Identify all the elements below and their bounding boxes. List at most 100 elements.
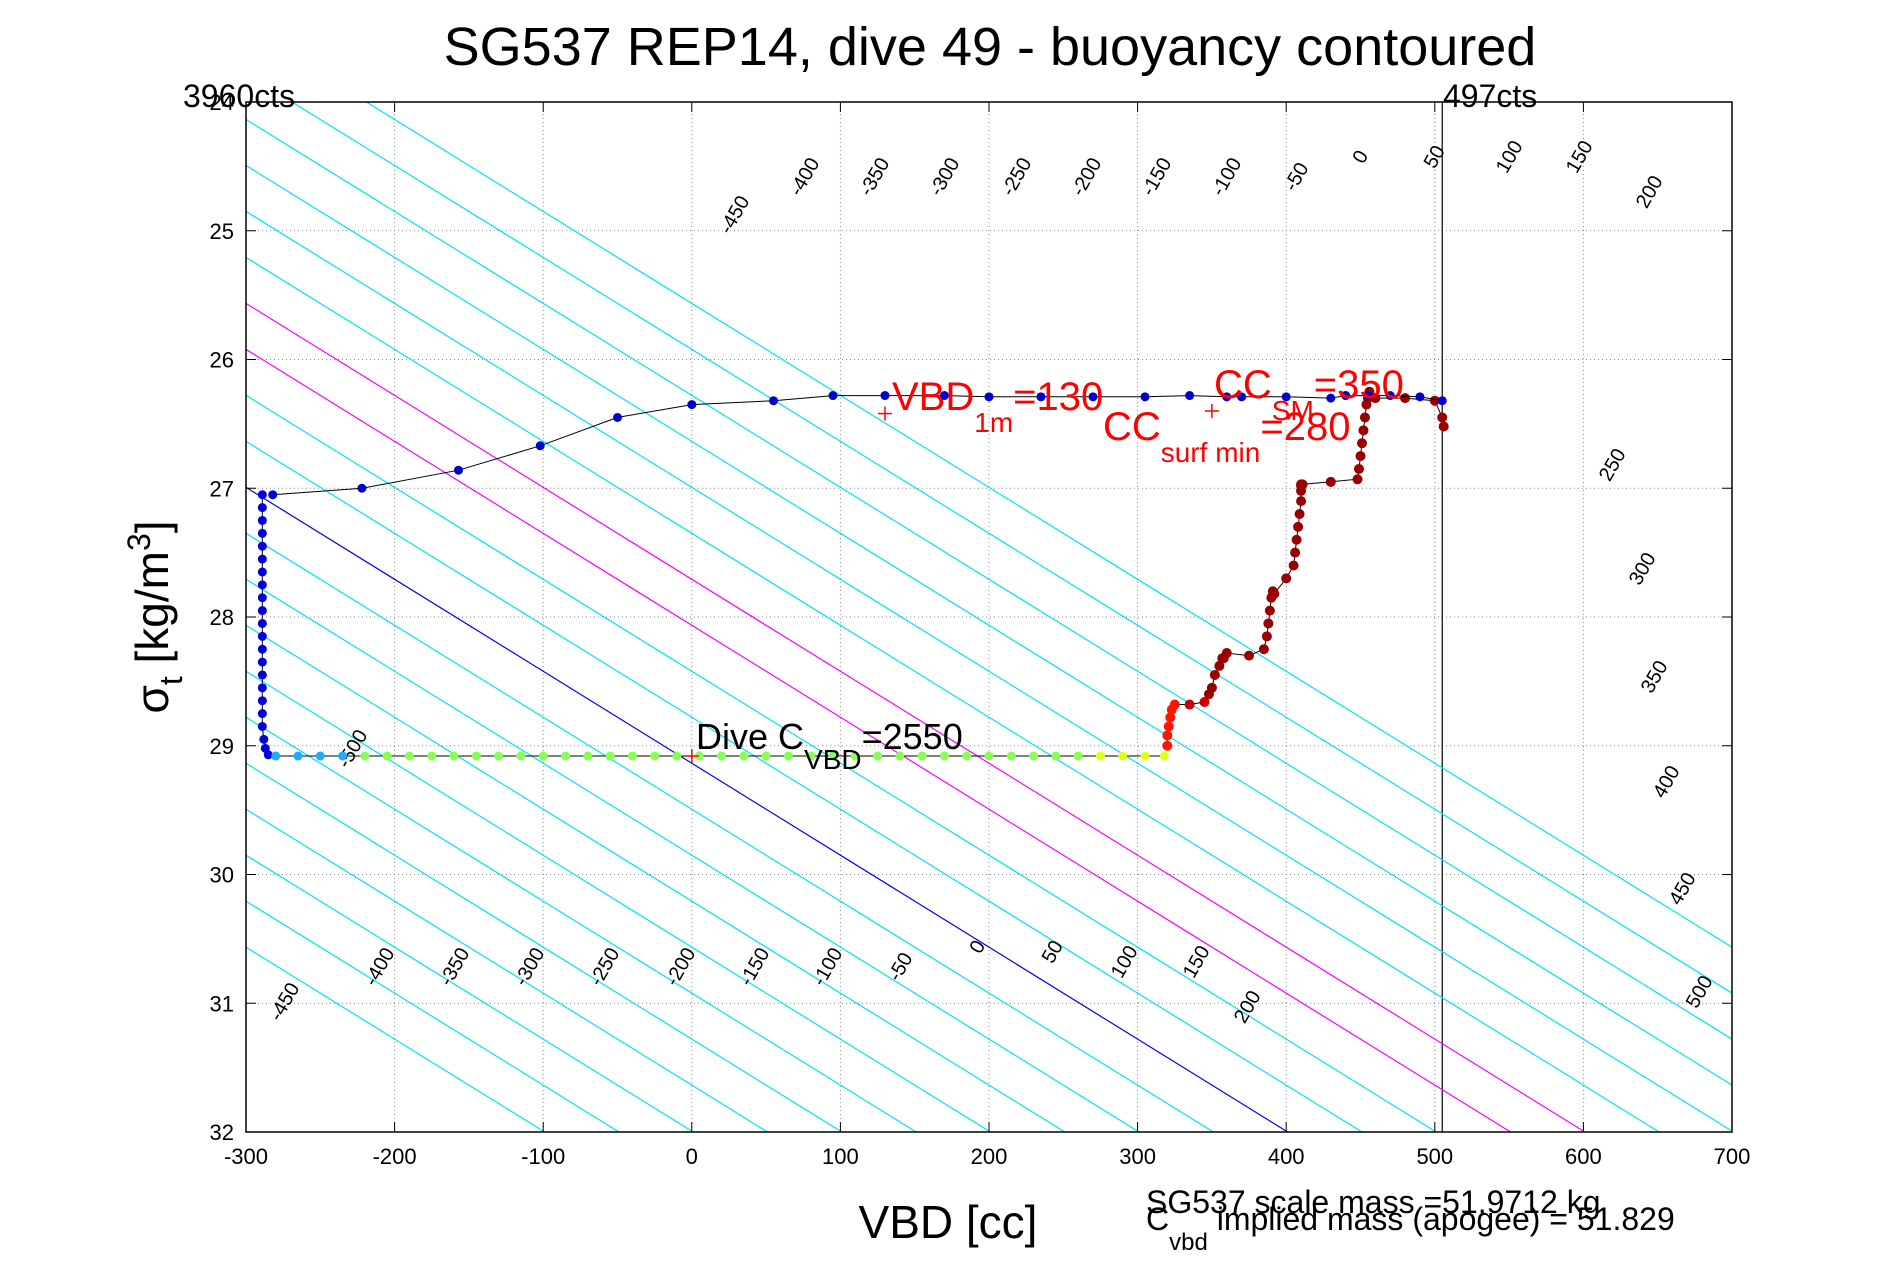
data-point: [538, 751, 548, 761]
data-point: [1438, 421, 1449, 432]
data-point: [257, 515, 267, 525]
contour-label-bottom: 200: [1230, 987, 1266, 1027]
data-point: [1006, 751, 1016, 761]
plot-frame: [245, 101, 1733, 1133]
data-point: [257, 606, 267, 616]
implied-mass-value: implied mass (apogee) = 51.829: [1208, 1201, 1675, 1237]
data-point: [1294, 509, 1305, 519]
contour-label-right: 500: [1682, 972, 1718, 1012]
implied-mass-base: C: [1146, 1201, 1169, 1237]
contour-line: [246, 394, 1437, 1132]
y-tick-label: 30: [210, 863, 234, 888]
data-point: [453, 465, 463, 475]
x-tick-label: -300: [224, 1144, 268, 1169]
contour-labels: -450-400 -350 -300 -250 -200 -150 -100 -500 50 10…: [265, 137, 1717, 1027]
contour-label-bottom: -50: [884, 949, 918, 985]
data-point: [257, 631, 267, 641]
data-point: [613, 412, 622, 422]
data-point: [494, 751, 504, 761]
data-point: [1326, 393, 1336, 403]
contour-label-bottom: -150: [735, 944, 774, 990]
data-point: [1036, 392, 1046, 402]
data-point: [1385, 391, 1395, 401]
data-point: [761, 751, 771, 761]
contour-label-top: -50: [1280, 159, 1314, 195]
data-point: [717, 751, 727, 761]
data-point: [257, 709, 267, 719]
data-point: [627, 751, 637, 761]
data-point: [1263, 618, 1274, 629]
data-point: [1118, 751, 1128, 761]
contour-line: [246, 946, 546, 1132]
data-point: [427, 751, 437, 761]
y-tick-label: 29: [210, 734, 234, 759]
data-point: [257, 554, 267, 564]
x-tick-label: 500: [1416, 1144, 1453, 1169]
annotation-dive-cvbd: Dive CVBD=2550: [696, 716, 963, 775]
contour-label-top: -100: [1207, 154, 1246, 200]
x-tick-label: -200: [373, 1144, 417, 1169]
annotation-implied-mass: Cvbd implied mass (apogee) = 51.829: [1146, 1201, 1675, 1256]
data-point: [605, 751, 615, 761]
data-point: [1281, 392, 1291, 402]
series-line: [261, 494, 269, 756]
data-point: [449, 751, 459, 761]
data-point: [939, 751, 949, 761]
data-point: [360, 751, 370, 761]
data-point: [1354, 463, 1365, 474]
data-point: [1140, 392, 1150, 402]
vbd-1m-value: =130: [1013, 375, 1103, 419]
contour-line: [246, 762, 843, 1132]
data-point: [1358, 425, 1369, 436]
data-point: [769, 396, 779, 406]
data-point: [783, 751, 793, 761]
contour-line: [246, 210, 1732, 1132]
data-point: [1264, 605, 1275, 616]
contour-label-bottom: -400: [360, 944, 399, 990]
data-point: [257, 528, 267, 538]
cc-sm-base: CC: [1214, 363, 1272, 407]
contour-label-right: 350: [1637, 657, 1673, 697]
data-point: [560, 751, 570, 761]
axis-ticks: -300 -200 -100 0 100 200 300 400 500 600 700252627…: [210, 90, 1751, 1169]
contour-label-top: 0: [1348, 147, 1373, 168]
x-axis-label: VBD [cc]: [859, 1196, 1038, 1248]
data-point: [1088, 392, 1098, 402]
y-tick-label: 27: [210, 476, 234, 501]
data-point: [1352, 474, 1363, 485]
x-tick-label: 700: [1714, 1144, 1751, 1169]
data-point: [1214, 660, 1225, 671]
data-point: [1258, 644, 1269, 655]
contour-label-top: -350: [855, 154, 894, 200]
annotation-scale-mass: SG537 scale mass =51.9712 kg: [1146, 1184, 1601, 1220]
data-series: [257, 386, 1449, 761]
x-tick-label: 400: [1268, 1144, 1305, 1169]
data-point: [315, 751, 325, 761]
contour-label-bottom: -200: [661, 944, 700, 990]
y-tick-label: 26: [210, 348, 234, 373]
data-point: [516, 751, 526, 761]
contour-label-extra: -500: [333, 726, 372, 772]
chart-title: SG537 REP14, dive 49 - buoyancy contoure…: [444, 17, 1537, 77]
contour-line: [246, 578, 1140, 1132]
contour-label-right: 300: [1625, 549, 1661, 589]
corner-label-right: 497cts: [1443, 78, 1537, 114]
contour-line: [246, 348, 1511, 1132]
contour-label-bottom: -350: [435, 944, 474, 990]
data-point: [1029, 751, 1039, 761]
data-point: [257, 567, 267, 577]
data-point: [1261, 631, 1272, 642]
data-point: [1355, 451, 1366, 462]
x-tick-label: 100: [822, 1144, 859, 1169]
contour-label-bottom: 100: [1107, 942, 1143, 982]
data-point: [1222, 392, 1232, 402]
data-point: [850, 751, 860, 761]
data-point: [404, 751, 414, 761]
data-point: [257, 683, 267, 693]
annotation-cc-surf-min: CCsurf min=280: [1103, 405, 1350, 468]
data-point: [880, 391, 890, 401]
data-point: [257, 670, 267, 680]
contour-line: [246, 624, 1066, 1132]
data-point: [1325, 476, 1336, 487]
contour-line: [246, 302, 1586, 1132]
